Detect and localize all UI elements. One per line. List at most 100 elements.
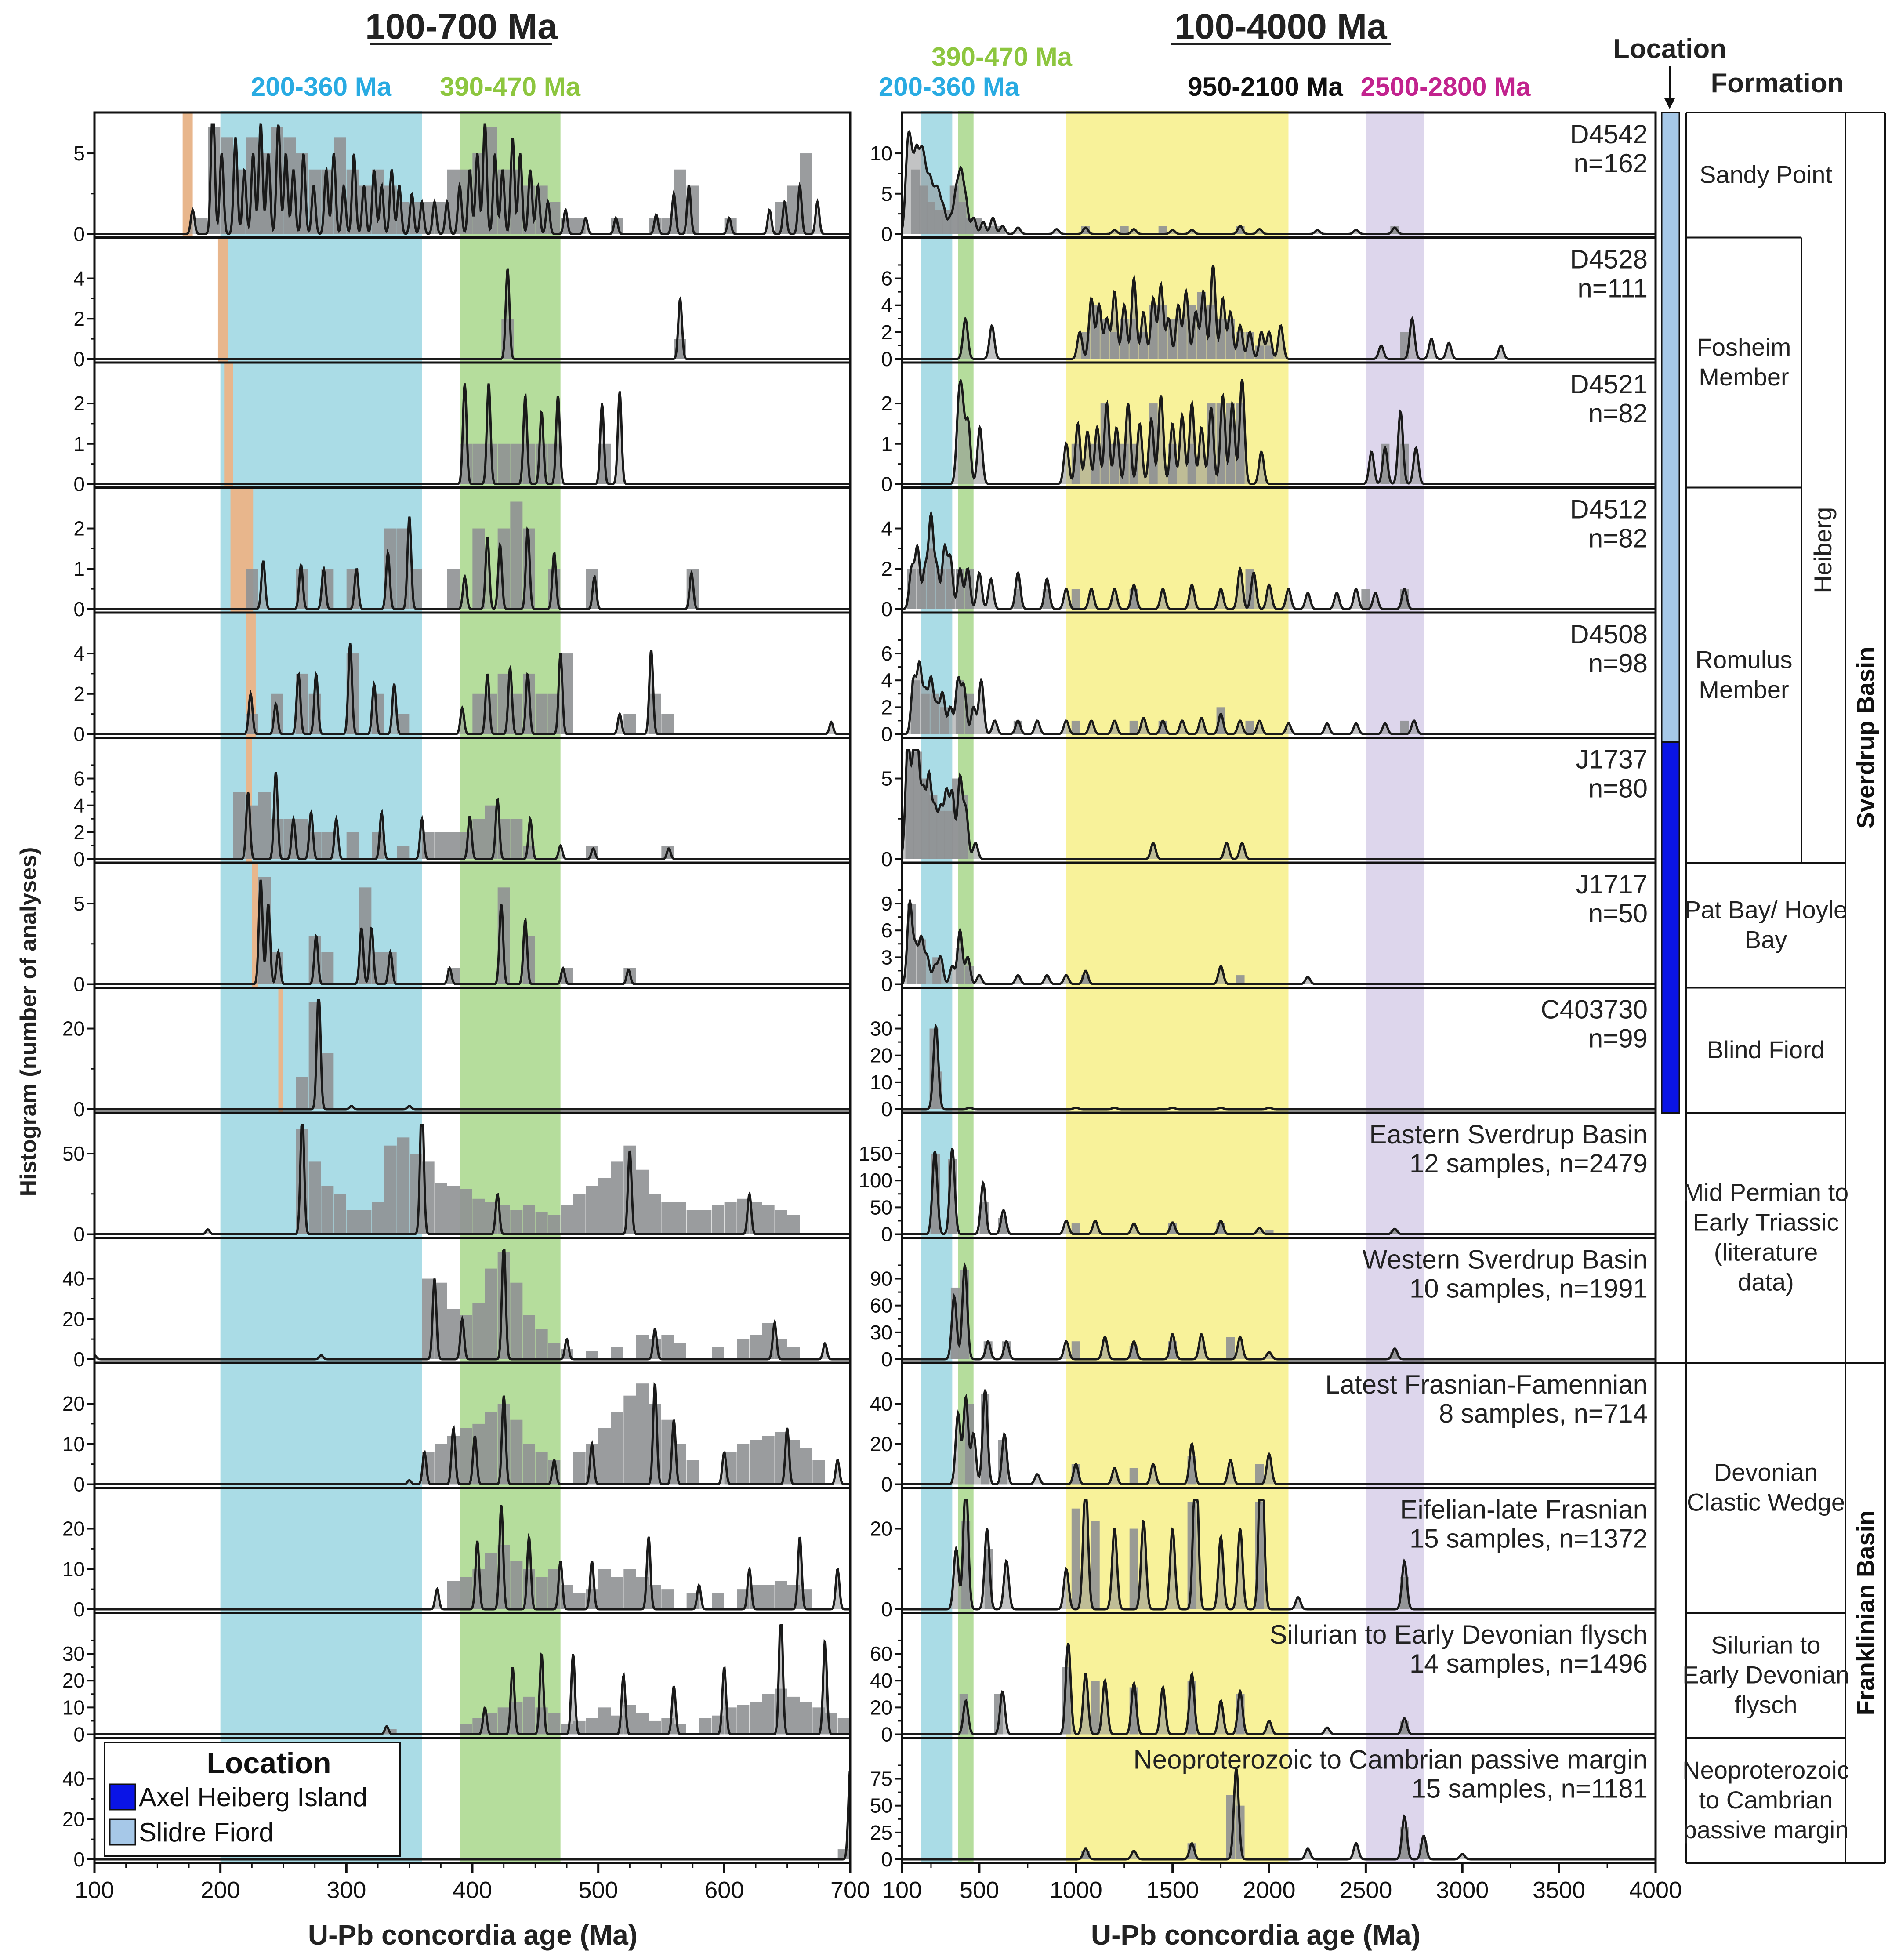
left-ytick-label: 4 <box>73 642 85 665</box>
left-ytick-label: 0 <box>73 1098 85 1121</box>
left-ytick-label: 0 <box>73 723 85 746</box>
left-xtick-label: 600 <box>704 1877 744 1903</box>
left-bar-7 <box>372 1202 384 1234</box>
orange-age-marker <box>278 987 283 1113</box>
right-ytick-label: 25 <box>870 1821 892 1844</box>
left-bar-1 <box>296 1077 308 1109</box>
formation-mid-permian-to-early-triassic-literature-data-line-4: data) <box>1738 1268 1794 1296</box>
orange-age-marker <box>217 237 228 363</box>
left-bar-2 <box>435 1444 447 1485</box>
left-bar-23 <box>762 1585 775 1609</box>
sample-count-western-sverdrup-basin: 10 samples, n=1991 <box>1410 1274 1648 1303</box>
right-bar-8 <box>1226 1337 1235 1359</box>
right-ytick-label: 0 <box>881 848 892 871</box>
left-bar-9 <box>346 832 359 859</box>
left-ytick-label: 20 <box>62 1669 85 1692</box>
left-ytick-label: 0 <box>73 223 85 246</box>
left-ytick-label: 20 <box>62 1808 85 1830</box>
right-xtick-label: 3000 <box>1436 1877 1489 1903</box>
left-bar-24 <box>586 1186 598 1234</box>
right-ytick-label: 4 <box>881 294 892 317</box>
left-bar-39 <box>775 1210 787 1234</box>
left-bar-16 <box>623 1395 636 1485</box>
right-ytick-label: 20 <box>870 1044 892 1067</box>
right-ytick-label: 9 <box>881 892 892 915</box>
left-ytick-label: 0 <box>73 1473 85 1496</box>
left-bar-12 <box>586 1718 598 1735</box>
left-bar-28 <box>636 1169 649 1234</box>
sample-count-eifelian-late-frasnian: 15 samples, n=1372 <box>1410 1524 1648 1553</box>
left-bar-17 <box>649 1720 661 1735</box>
formation-devonian-clastic-wedge-line-2: Clastic Wedge <box>1687 1488 1845 1516</box>
left-ytick-label: 10 <box>62 1696 85 1719</box>
right-kde-curve <box>901 130 1656 235</box>
left-bar-22 <box>561 1205 573 1234</box>
sample-count-neoproterozoic-to-cambrian-passive-margin: 15 samples, n=1181 <box>1411 1774 1648 1804</box>
right-ytick-label: 0 <box>881 223 892 246</box>
left-ytick-label: 0 <box>73 1848 85 1871</box>
right-ytick-label: 0 <box>881 1848 892 1871</box>
sample-count-d4521: n=82 <box>1588 399 1648 428</box>
left-kde-curve <box>94 1771 851 1861</box>
sample-name-d4521: D4521 <box>1570 370 1648 399</box>
right-ytick-label: 1 <box>881 432 892 455</box>
right-kde-curve <box>902 1389 1656 1485</box>
formation-blind-fiord-line-1: Blind Fiord <box>1707 1036 1825 1063</box>
left-ytick-label: 50 <box>62 1142 85 1165</box>
left-bar-13 <box>535 693 548 734</box>
left-bar-9 <box>397 1137 410 1234</box>
left-ytick-label: 6 <box>73 767 85 790</box>
left-bar-19 <box>510 819 523 859</box>
right-ytick-label: 4 <box>881 517 892 540</box>
right-panel-frame <box>901 1737 1657 1864</box>
sample-count-d4512: n=82 <box>1588 524 1648 553</box>
left-bar-8 <box>447 569 460 609</box>
sample-name-j1737: J1737 <box>1576 745 1648 774</box>
right-ytick-label: 0 <box>881 973 892 996</box>
sample-name-eifelian-late-frasnian: Eifelian-late Frasnian <box>1400 1495 1648 1524</box>
right-band-label-950-2100-ma: 950-2100 Ma <box>1188 72 1343 102</box>
left-kde-curve <box>94 383 850 485</box>
left-bar-9 <box>523 1315 535 1359</box>
left-bar-13 <box>447 1186 460 1234</box>
left-bar-10 <box>535 1329 548 1359</box>
right-ytick-label: 0 <box>881 1473 892 1496</box>
right-kde-curve <box>902 378 1656 485</box>
left-bar-19 <box>712 1347 724 1359</box>
right-panel-title: 100-4000 Ma <box>1174 7 1388 47</box>
left-ytick-label: 5 <box>73 892 85 915</box>
left-xtick-label: 500 <box>579 1877 618 1903</box>
sample-count-c403730: n=99 <box>1588 1024 1648 1053</box>
right-bar-5 <box>1071 1223 1080 1234</box>
left-bar-8 <box>535 1577 548 1609</box>
right-ytick-label: 0 <box>881 348 892 370</box>
sample-panel-neoproterozoic-to-cambrian-passive-margin: 0 20 40 0 25 50 75 Neoproterozoic to Cambrian p… <box>62 1737 1657 1871</box>
left-bar-13 <box>598 1707 611 1735</box>
left-bar-11 <box>397 846 410 859</box>
left-kde-curve <box>94 643 850 735</box>
left-bar-6 <box>485 1268 497 1359</box>
right-bar-4 <box>1091 1521 1100 1609</box>
right-xtick-label: 2000 <box>1243 1877 1295 1903</box>
right-ytick-label: 0 <box>881 598 892 621</box>
left-ytick-label: 0 <box>73 848 85 871</box>
left-kde-curve <box>94 999 850 1111</box>
formation-mid-permian-to-early-triassic-literature-data-line-3: (literature <box>1714 1238 1818 1266</box>
right-kde-curve <box>902 1261 1656 1361</box>
left-bar-16 <box>636 1713 649 1735</box>
left-bar-24 <box>775 1581 787 1609</box>
right-bar-4 <box>1091 1681 1100 1735</box>
left-bar-6 <box>359 1210 372 1234</box>
left-bar-1 <box>447 1581 460 1609</box>
right-xtick-label: 500 <box>960 1877 999 1903</box>
left-ytick-label: 0 <box>73 1598 85 1621</box>
right-xtick-label: 1500 <box>1146 1877 1199 1903</box>
left-kde-curve <box>94 516 850 610</box>
right-ytick-label: 60 <box>870 1642 892 1665</box>
formation-silurian-to-early-devonian-flysch-line-1: Silurian to <box>1711 1631 1820 1659</box>
left-bar-29 <box>649 1194 661 1234</box>
left-bar-13 <box>435 832 447 859</box>
left-bar-14 <box>598 1428 611 1485</box>
left-bar-9 <box>472 528 485 609</box>
